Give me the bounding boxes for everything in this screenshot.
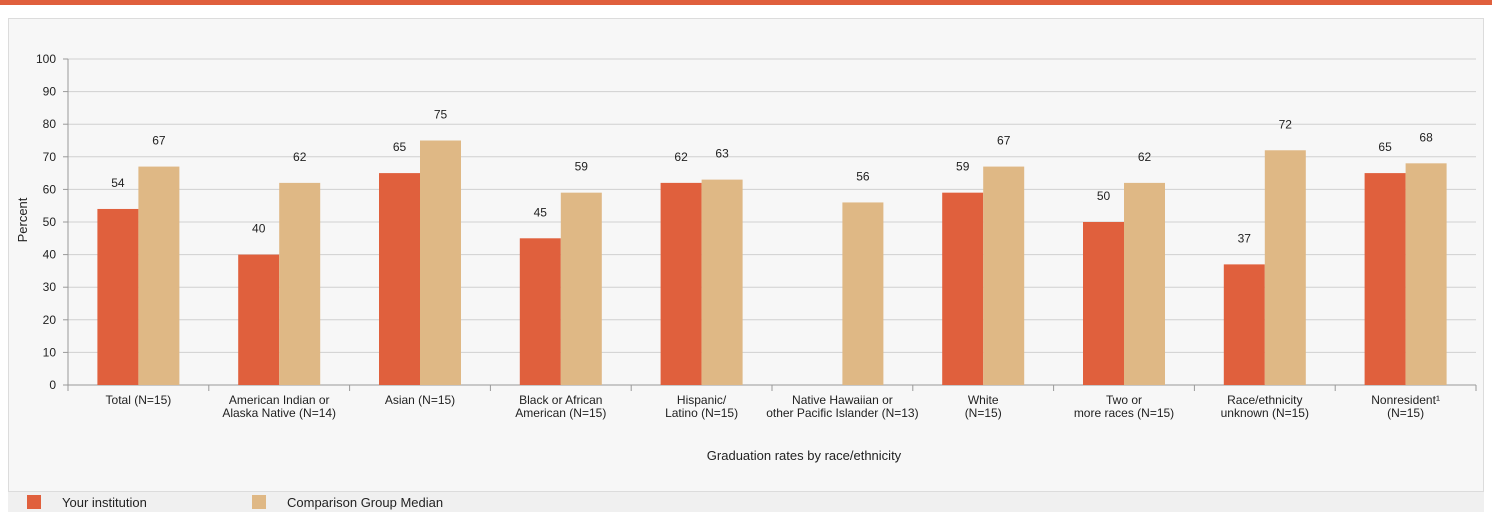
data-label: 75 xyxy=(434,108,448,122)
bar-your-institution xyxy=(519,238,561,385)
bar-your-institution xyxy=(379,173,420,385)
bar-your-institution xyxy=(660,182,702,385)
y-tick-label: 50 xyxy=(43,215,57,229)
bar-your-institution xyxy=(1364,173,1406,385)
data-label: 45 xyxy=(534,205,548,219)
y-tick-label: 0 xyxy=(49,378,56,392)
y-tick-label: 100 xyxy=(36,52,56,66)
bar-your-institution xyxy=(942,192,984,385)
data-label: 67 xyxy=(152,134,166,148)
data-label: 59 xyxy=(956,160,970,174)
y-tick-label: 20 xyxy=(43,313,57,327)
legend-band xyxy=(8,492,1484,512)
y-axis-title: Percent xyxy=(15,197,30,242)
x-tick-label: American Indian or Alaska Native (N=14) xyxy=(222,393,336,420)
data-label: 65 xyxy=(393,140,407,154)
data-label: 65 xyxy=(1378,140,1392,154)
x-axis-ticks: Total (N=15) American Indian or Alaska Nat… xyxy=(106,385,1477,420)
data-label: 62 xyxy=(674,150,688,164)
x-tick-label: White (N=15) xyxy=(965,393,1002,420)
legend-swatch-your-institution xyxy=(27,495,41,509)
top-accent-rule xyxy=(0,0,1492,5)
data-label: 67 xyxy=(997,134,1011,148)
data-label: 40 xyxy=(252,222,266,236)
bar-your-institution xyxy=(238,254,280,385)
x-tick-label: Asian (N=15) xyxy=(385,393,455,407)
x-tick-label: Two or more races (N=15) xyxy=(1074,393,1174,420)
y-tick-label: 70 xyxy=(43,150,57,164)
bar-comparison-median xyxy=(1264,150,1306,385)
bars xyxy=(97,140,1447,385)
bar-comparison-median xyxy=(842,202,884,385)
y-tick-label: 80 xyxy=(43,117,57,131)
bar-comparison-median xyxy=(701,179,743,385)
data-label: 37 xyxy=(1238,231,1252,245)
bar-comparison-median xyxy=(420,140,461,385)
data-label: 62 xyxy=(1138,150,1152,164)
bar-comparison-median xyxy=(560,192,602,385)
legend-label-your-institution: Your institution xyxy=(62,494,147,510)
legend-label-comparison-median: Comparison Group Median xyxy=(287,494,444,510)
y-axis-ticks: 0 10 20 30 40 50 60 70 80 90 100 xyxy=(36,52,68,392)
data-label: 68 xyxy=(1419,130,1433,144)
data-label: 59 xyxy=(575,160,589,174)
bar-comparison-median xyxy=(1405,163,1447,385)
legend-swatch-comparison-median xyxy=(252,495,266,509)
bar-your-institution xyxy=(97,208,139,385)
legend-item-your-institution: Your institution xyxy=(27,494,147,510)
y-tick-label: 90 xyxy=(43,85,57,99)
x-tick-label: Native Hawaiian or other Pacific Islander… xyxy=(766,393,918,420)
x-tick-label: Total (N=15) xyxy=(106,393,172,407)
bar-your-institution xyxy=(1083,222,1124,385)
x-tick-label: Race/ethnicity unknown (N=15) xyxy=(1221,393,1309,420)
bar-comparison-median xyxy=(279,182,321,385)
data-label: 54 xyxy=(111,176,125,190)
data-labels: 54 67 40 62 65 75 45 59 62 63 56 59 67 50 62 37 72 65 68 xyxy=(111,108,1433,246)
bar-comparison-median xyxy=(138,166,180,385)
x-tick-label: Black or African American (N=15) xyxy=(515,393,606,420)
y-tick-label: 10 xyxy=(43,345,57,359)
bar-chart: 0 10 20 30 40 50 60 70 80 90 100 54 67 40 62 65 75 45 59 6… xyxy=(15,52,1477,463)
bar-comparison-median xyxy=(983,166,1025,385)
bar-comparison-median xyxy=(1124,182,1165,385)
legend-item-comparison-median: Comparison Group Median xyxy=(252,494,444,510)
x-axis-title: Graduation rates by race/ethnicity xyxy=(707,448,902,463)
data-label: 63 xyxy=(715,147,729,161)
data-label: 62 xyxy=(293,150,307,164)
y-tick-label: 60 xyxy=(43,182,57,196)
x-tick-label: Nonresident¹ (N=15) xyxy=(1371,393,1440,420)
bar-your-institution xyxy=(1223,264,1265,385)
data-label: 56 xyxy=(856,169,870,183)
y-tick-label: 30 xyxy=(43,280,57,294)
data-label: 72 xyxy=(1279,117,1293,131)
data-label: 50 xyxy=(1097,189,1111,203)
y-tick-label: 40 xyxy=(43,248,57,262)
x-tick-label: Hispanic/Latino (N=15) xyxy=(665,393,738,420)
